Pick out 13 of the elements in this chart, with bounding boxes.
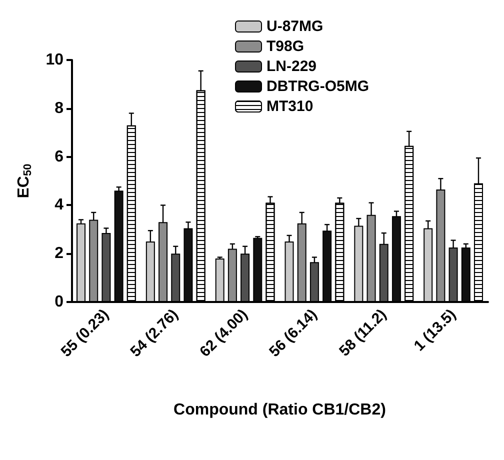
y-axis-title: EC50 [16, 164, 34, 198]
x-axis-title: Compound (Ratio CB1/CB2) [174, 402, 386, 418]
legend-label: U-87MG [266, 18, 324, 35]
legend-label: LN-229 [266, 58, 317, 75]
y-tick-label: 4 [54, 196, 64, 214]
y-tick-label: 8 [54, 100, 64, 117]
legend-label: T98G [266, 38, 304, 55]
legend-label: MT310 [266, 98, 314, 115]
y-tick-label: 6 [54, 148, 64, 166]
y-tick-label: 10 [46, 52, 64, 68]
y-tick-label: 0 [54, 294, 64, 310]
legend-label: DBTRG-O5MG [266, 78, 369, 95]
y-tick-label: 2 [54, 245, 64, 262]
